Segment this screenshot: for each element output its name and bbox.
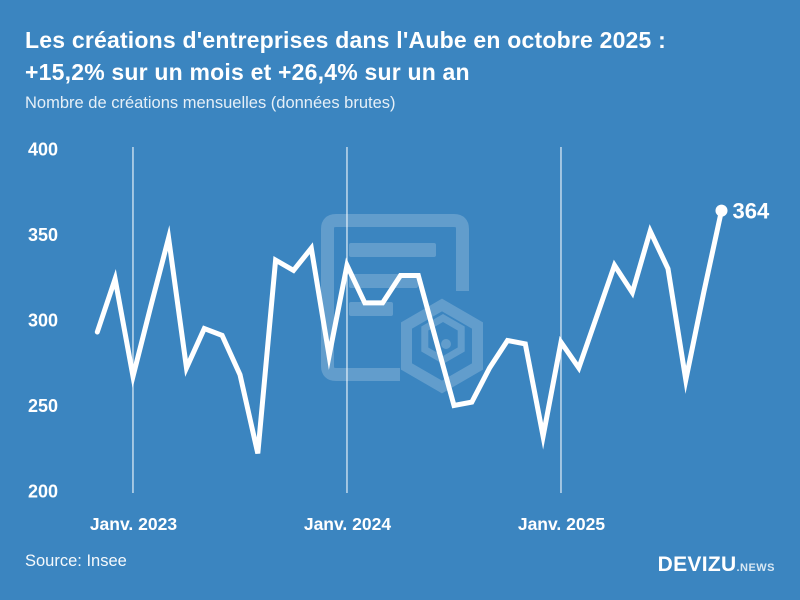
watermark-dot (441, 339, 451, 349)
watermark-bar-3 (349, 302, 393, 316)
chart-title-line1: Les créations d'entreprises dans l'Aube … (25, 27, 666, 53)
y-tick-label: 400 (28, 140, 58, 160)
devizu-watermark-icon (321, 214, 483, 394)
chart-title-line2: +15,2% sur un mois et +26,4% sur un an (25, 59, 470, 85)
brand-name: DEVIZU (657, 553, 737, 576)
last-value-label: 364 (733, 199, 770, 224)
x-tick-label: Janv. 2023 (90, 514, 178, 534)
y-tick-label: 250 (28, 396, 58, 416)
chart-subtitle: Nombre de créations mensuelles (données … (25, 94, 396, 112)
gridlines (132, 147, 562, 493)
brand-logo: DEVIZU .NEWS (658, 553, 775, 577)
y-tick-label: 350 (28, 225, 58, 245)
x-axis-labels: Janv. 2023 Janv. 2024 Janv. 2025 (90, 514, 606, 534)
source-note: Source: Insee (25, 552, 127, 570)
watermark-bar-1 (349, 243, 436, 257)
y-tick-label: 300 (28, 311, 58, 331)
x-tick-label: Janv. 2025 (518, 514, 606, 534)
watermark-frame (321, 214, 469, 381)
data-line (94, 208, 724, 454)
y-tick-label: 200 (28, 482, 58, 502)
x-tick-label: Janv. 2024 (304, 514, 392, 534)
y-axis-labels: 400 350 300 250 200 (28, 140, 58, 502)
brand-suffix: .NEWS (736, 562, 775, 574)
last-point-marker (715, 204, 728, 217)
chart-header: Les créations d'entreprises dans l'Aube … (25, 24, 780, 113)
watermark-hexagon-outer (401, 298, 483, 394)
